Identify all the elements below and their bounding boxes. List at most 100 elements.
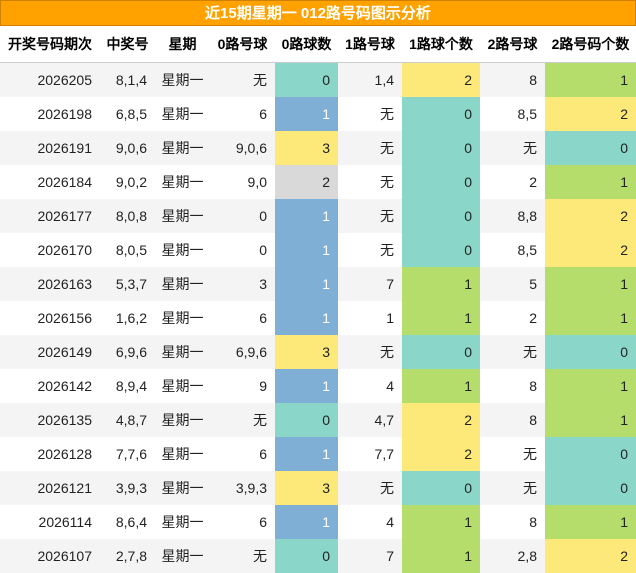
table-cell: 3 xyxy=(275,334,338,369)
table-cell: 无 xyxy=(338,198,402,233)
table-cell: 无 xyxy=(523,445,537,462)
table-cell: 0 xyxy=(210,198,275,233)
table-cell: 0 xyxy=(402,470,480,505)
table-cell: 无 xyxy=(480,470,545,505)
table-cell: 1 xyxy=(386,309,394,326)
table-body: 2026205 8,1,4 星期一无 0 1,4 2 8 1 2026198 6,8,5 星期一 6 1… xyxy=(0,62,636,573)
table-cell: 9,0 xyxy=(247,173,267,190)
table-row: 2026191 9,0,6 星期一 9,0,6 3 无 0 无 0 xyxy=(0,130,636,165)
table-row: 2026156 1,6,2 星期一 6 1 1 1 2 1 xyxy=(0,300,636,335)
table-cell: 9,0,2 xyxy=(115,173,147,190)
table-cell: 1 xyxy=(545,266,636,301)
table-cell: 1 xyxy=(275,300,338,335)
table-cell: 0 xyxy=(545,436,636,471)
column-header: 2路号码个数 xyxy=(545,26,636,63)
table-row: 2026114 8,6,4 星期一 6 1 4 1 8 1 xyxy=(0,504,636,539)
table-cell: 9,0,6 xyxy=(100,130,155,165)
table-cell: 2 xyxy=(545,198,636,233)
table-cell: 星期一 xyxy=(155,334,210,369)
table-cell: 6 xyxy=(259,513,267,530)
table-cell: 2 xyxy=(545,232,636,267)
table-cell: 2026142 xyxy=(37,377,92,394)
table-cell: 1 xyxy=(275,436,338,471)
column-header: 开奖号码期次 xyxy=(0,26,100,63)
table-cell: 8,8 xyxy=(480,198,545,233)
table-cell: 2026107 xyxy=(0,538,100,573)
table-cell: 9,0,6 xyxy=(210,130,275,165)
table-cell: 2026163 xyxy=(0,266,100,301)
table-cell: 7 xyxy=(338,538,402,573)
table-cell: 4,8,7 xyxy=(100,402,155,437)
table-row: 2026205 8,1,4 星期一无 0 1,4 2 8 1 xyxy=(0,62,636,97)
table-cell: 无 xyxy=(338,470,402,505)
table-cell: 1 xyxy=(275,198,338,233)
table-cell: 无 xyxy=(338,334,402,369)
table-cell: 1 xyxy=(402,538,480,573)
table-cell: 0 xyxy=(402,198,480,233)
table-cell: 2,8 xyxy=(480,538,545,573)
column-header: 中奖号 xyxy=(100,26,155,63)
table-cell: 2026128 xyxy=(37,445,92,462)
table-cell: 0 xyxy=(545,470,636,505)
table-cell: 2026198 xyxy=(37,105,92,122)
table-cell: 星期一 xyxy=(155,130,210,165)
table-cell: 星期一 xyxy=(161,513,204,530)
table-cell: 星期一 xyxy=(155,470,210,505)
table-cell: 6 xyxy=(259,105,267,122)
table-cell: 6 xyxy=(259,309,267,326)
table-cell: 0 xyxy=(275,538,338,573)
table-row: 2026149 6,9,6 星期一 6,9,6 3 无 0 无 0 xyxy=(0,334,636,369)
table-cell: 1 xyxy=(402,266,480,301)
table-row: 2026121 3,9,3 星期一 3,9,3 3 无 0 无 0 xyxy=(0,470,636,505)
table-cell: 4 xyxy=(386,513,394,530)
table-cell: 星期一 xyxy=(161,377,204,394)
table-cell: 6,8,5 xyxy=(115,105,147,122)
table-cell: 2 xyxy=(402,402,480,437)
table-cell: 3 xyxy=(275,470,338,505)
table-cell: 星期一 xyxy=(161,105,204,122)
table-cell: 8,5 xyxy=(517,105,537,122)
table-cell: 8,1,4 xyxy=(100,62,155,97)
table-cell: 星期一 xyxy=(155,402,210,437)
table-cell: 0 xyxy=(402,334,480,369)
table-cell: 无 xyxy=(210,402,275,437)
table-cell: 1 xyxy=(402,504,480,539)
table-cell: 无 xyxy=(380,173,394,190)
table-cell: 2026156 xyxy=(37,309,92,326)
table-cell: 星期一 xyxy=(155,538,210,573)
table-cell: 2 xyxy=(402,436,480,471)
title-bar: 近15期星期一 012路号码图示分析 xyxy=(0,0,636,26)
table-cell: 星期一 xyxy=(161,445,204,462)
table-cell: 4 xyxy=(386,377,394,394)
table-cell: 2026184 xyxy=(37,173,92,190)
table-cell: 1 xyxy=(545,368,636,403)
table-cell: 无 xyxy=(480,130,545,165)
column-header: 星期 xyxy=(155,26,210,63)
table-cell: 8 xyxy=(480,62,545,97)
table-cell: 2026135 xyxy=(0,402,100,437)
table-cell: 0 xyxy=(259,241,267,258)
table-cell: 2 xyxy=(529,173,537,190)
table-cell: 1,6,2 xyxy=(115,309,147,326)
table-cell: 星期一 xyxy=(155,266,210,301)
table-cell: 1 xyxy=(545,402,636,437)
table-cell: 1 xyxy=(402,368,480,403)
table-cell: 8 xyxy=(480,402,545,437)
table-cell: 3,9,3 xyxy=(100,470,155,505)
table-cell: 2 xyxy=(545,538,636,573)
table-cell: 1,4 xyxy=(338,62,402,97)
table-cell: 无 xyxy=(210,538,275,573)
table-cell: 0 xyxy=(275,402,338,437)
table-row: 2026135 4,8,7 星期一无 0 4,7 2 8 1 xyxy=(0,402,636,437)
table-cell: 3,9,3 xyxy=(210,470,275,505)
table-cell: 0 xyxy=(545,130,636,165)
table-cell: 1 xyxy=(545,62,636,97)
table-cell: 7,7,6 xyxy=(115,445,147,462)
table-row: 2026177 8,0,8 星期一 0 1 无 0 8,8 2 xyxy=(0,198,636,233)
table-cell: 无 xyxy=(338,130,402,165)
table-cell: 1 xyxy=(545,504,636,539)
table-cell: 0 xyxy=(545,334,636,369)
table-cell: 5,3,7 xyxy=(100,266,155,301)
table-row: 2026163 5,3,7 星期一 3 1 7 1 5 1 xyxy=(0,266,636,301)
table-cell: 1 xyxy=(275,96,338,131)
